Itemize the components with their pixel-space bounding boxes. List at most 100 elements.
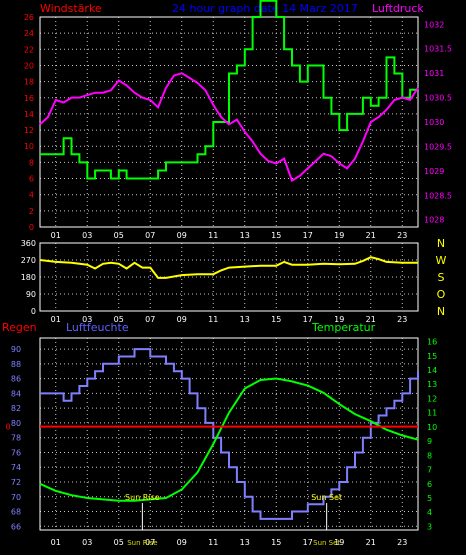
compass-direction-label: N bbox=[437, 305, 445, 318]
direction-y-tick-label: 270 bbox=[21, 256, 36, 265]
wind-pressure-x-tick-label: 01 bbox=[51, 231, 61, 240]
wind-direction-x-tick-label: 17 bbox=[303, 315, 313, 324]
humidity-temperature-frame bbox=[39, 337, 419, 531]
compass-direction-label: W bbox=[436, 254, 447, 267]
pressure-y-tick-label: 1031 bbox=[424, 69, 444, 78]
direction-y-tick-label: 360 bbox=[21, 239, 36, 248]
rain-axis-title: Regen bbox=[2, 321, 37, 334]
sun-event-label: Sun Set bbox=[311, 493, 342, 502]
pressure-y-tick-label: 1029.5 bbox=[424, 142, 452, 151]
wind-y-tick-label: 18 bbox=[24, 78, 34, 87]
wind-speed-line bbox=[40, 0, 418, 180]
pressure-y-tick-label: 1028 bbox=[424, 216, 444, 225]
wind-y-tick-label: 4 bbox=[29, 191, 34, 200]
wind-y-tick-label: 20 bbox=[24, 61, 34, 70]
direction-y-tick-label: 90 bbox=[26, 290, 36, 299]
wind-direction-x-tick-label: 09 bbox=[177, 315, 187, 324]
temperature-y-tick-label: 12 bbox=[427, 394, 437, 403]
wind-direction-x-tick-label: 13 bbox=[240, 315, 250, 324]
direction-y-tick-label: 0 bbox=[31, 307, 36, 316]
wind-y-tick-label: 24 bbox=[24, 29, 34, 38]
temperature-y-tick-label: 10 bbox=[427, 423, 437, 432]
rain-y-tick-label: 0 bbox=[5, 423, 10, 432]
wind-direction-x-tick-label: 07 bbox=[145, 315, 155, 324]
pressure-line bbox=[39, 72, 419, 183]
humidity-line bbox=[40, 348, 419, 520]
temperature-y-tick-label: 15 bbox=[427, 352, 437, 361]
humidity-y-tick-label: 82 bbox=[11, 404, 21, 413]
temperature-y-tick-label: 9 bbox=[427, 437, 432, 446]
wind-direction-x-tick-label: 03 bbox=[82, 315, 92, 324]
humidity-x-tick-label: 11 bbox=[208, 538, 218, 547]
humidity-x-tick-label: 05 bbox=[114, 538, 124, 547]
wind-pressure-x-tick-label: 23 bbox=[397, 231, 407, 240]
wind-direction-frame bbox=[39, 242, 419, 312]
wind-direction-x-tick-label: 21 bbox=[366, 315, 376, 324]
wind-pressure-x-tick-label: 21 bbox=[366, 231, 376, 240]
humidity-y-tick-label: 72 bbox=[11, 478, 21, 487]
wind-pressure-x-tick-label: 15 bbox=[271, 231, 281, 240]
humidity-y-tick-label: 66 bbox=[11, 522, 21, 531]
temperature-y-tick-label: 13 bbox=[427, 380, 437, 389]
pressure-y-tick-label: 1031.5 bbox=[424, 45, 452, 54]
pressure-y-tick-label: 1030 bbox=[424, 118, 444, 127]
wind-direction-line bbox=[39, 256, 418, 279]
wind-pressure-x-tick-label: 09 bbox=[177, 231, 187, 240]
humidity-x-tick-label: 21 bbox=[366, 538, 376, 547]
temperature-y-tick-label: 11 bbox=[427, 409, 437, 418]
compass-direction-label: N bbox=[437, 237, 445, 250]
humidity-y-tick-label: 84 bbox=[11, 389, 21, 398]
humidity-axis-title: Luftfeuchte bbox=[66, 321, 129, 334]
humidity-y-tick-label: 88 bbox=[11, 360, 21, 369]
pressure-y-tick-label: 1030.5 bbox=[424, 94, 452, 103]
humidity-y-tick-label: 68 bbox=[11, 508, 21, 517]
wind-y-tick-label: 14 bbox=[24, 110, 34, 119]
temperature-line bbox=[39, 377, 419, 502]
temperature-y-tick-label: 16 bbox=[427, 338, 437, 347]
sun-event-axis-label: Sun Set bbox=[313, 539, 340, 547]
humidity-x-tick-label: 09 bbox=[177, 538, 187, 547]
temperature-y-tick-label: 7 bbox=[427, 466, 432, 475]
chart-title: 24 hour graph date 14 Marz 2017 bbox=[172, 2, 358, 15]
pressure-axis-title: Luftdruck bbox=[372, 2, 424, 15]
wind-pressure-chart: 01 03 05 07 09 11 13 15 17 19 21 230246810121416182… bbox=[24, 0, 452, 240]
wind-y-tick-label: 6 bbox=[29, 175, 34, 184]
wind-pressure-frame bbox=[39, 16, 419, 228]
wind-direction-x-tick-label: 05 bbox=[114, 315, 124, 324]
compass-direction-label: S bbox=[438, 271, 445, 284]
wind-y-tick-label: 8 bbox=[29, 158, 34, 167]
wind-y-tick-label: 16 bbox=[24, 94, 34, 103]
temperature-axis-title: Temperatur bbox=[311, 321, 376, 334]
humidity-y-tick-label: 80 bbox=[11, 419, 21, 428]
wind-y-tick-label: 10 bbox=[24, 142, 34, 151]
humidity-x-tick-label: 03 bbox=[82, 538, 92, 547]
wind-y-tick-label: 12 bbox=[24, 126, 34, 135]
temperature-y-tick-label: 8 bbox=[427, 451, 432, 460]
humidity-x-tick-label: 15 bbox=[271, 538, 281, 547]
humidity-x-tick-label: 17 bbox=[303, 538, 313, 547]
wind-pressure-x-tick-label: 17 bbox=[303, 231, 313, 240]
wind-pressure-x-tick-label: 07 bbox=[145, 231, 155, 240]
temperature-y-tick-label: 14 bbox=[427, 366, 437, 375]
humidity-x-tick-label: 19 bbox=[334, 538, 344, 547]
wind-pressure-x-tick-label: 05 bbox=[114, 231, 124, 240]
pressure-y-tick-label: 1028.5 bbox=[424, 191, 452, 200]
wind-direction-x-tick-label: 23 bbox=[397, 315, 407, 324]
wind-y-tick-label: 26 bbox=[24, 13, 34, 22]
wind-pressure-x-tick-label: 03 bbox=[82, 231, 92, 240]
humidity-y-tick-label: 78 bbox=[11, 434, 21, 443]
sun-event-label: Sun Rise bbox=[125, 493, 160, 502]
temperature-y-tick-label: 6 bbox=[427, 480, 432, 489]
wind-direction-x-tick-label: 11 bbox=[208, 315, 218, 324]
wind-pressure-x-tick-label: 11 bbox=[208, 231, 218, 240]
wind-direction-x-tick-label: 15 bbox=[271, 315, 281, 324]
wind-direction-x-tick-label: 01 bbox=[51, 315, 61, 324]
wind-y-tick-label: 22 bbox=[24, 45, 34, 54]
wind-y-tick-label: 0 bbox=[29, 223, 34, 232]
humidity-x-tick-label: 13 bbox=[240, 538, 250, 547]
humidity-temperature-chart: 01 03 05 07 09 11 13 15 17 19 21 236668707274767880… bbox=[5, 337, 437, 547]
pressure-y-tick-label: 1032 bbox=[424, 20, 444, 29]
